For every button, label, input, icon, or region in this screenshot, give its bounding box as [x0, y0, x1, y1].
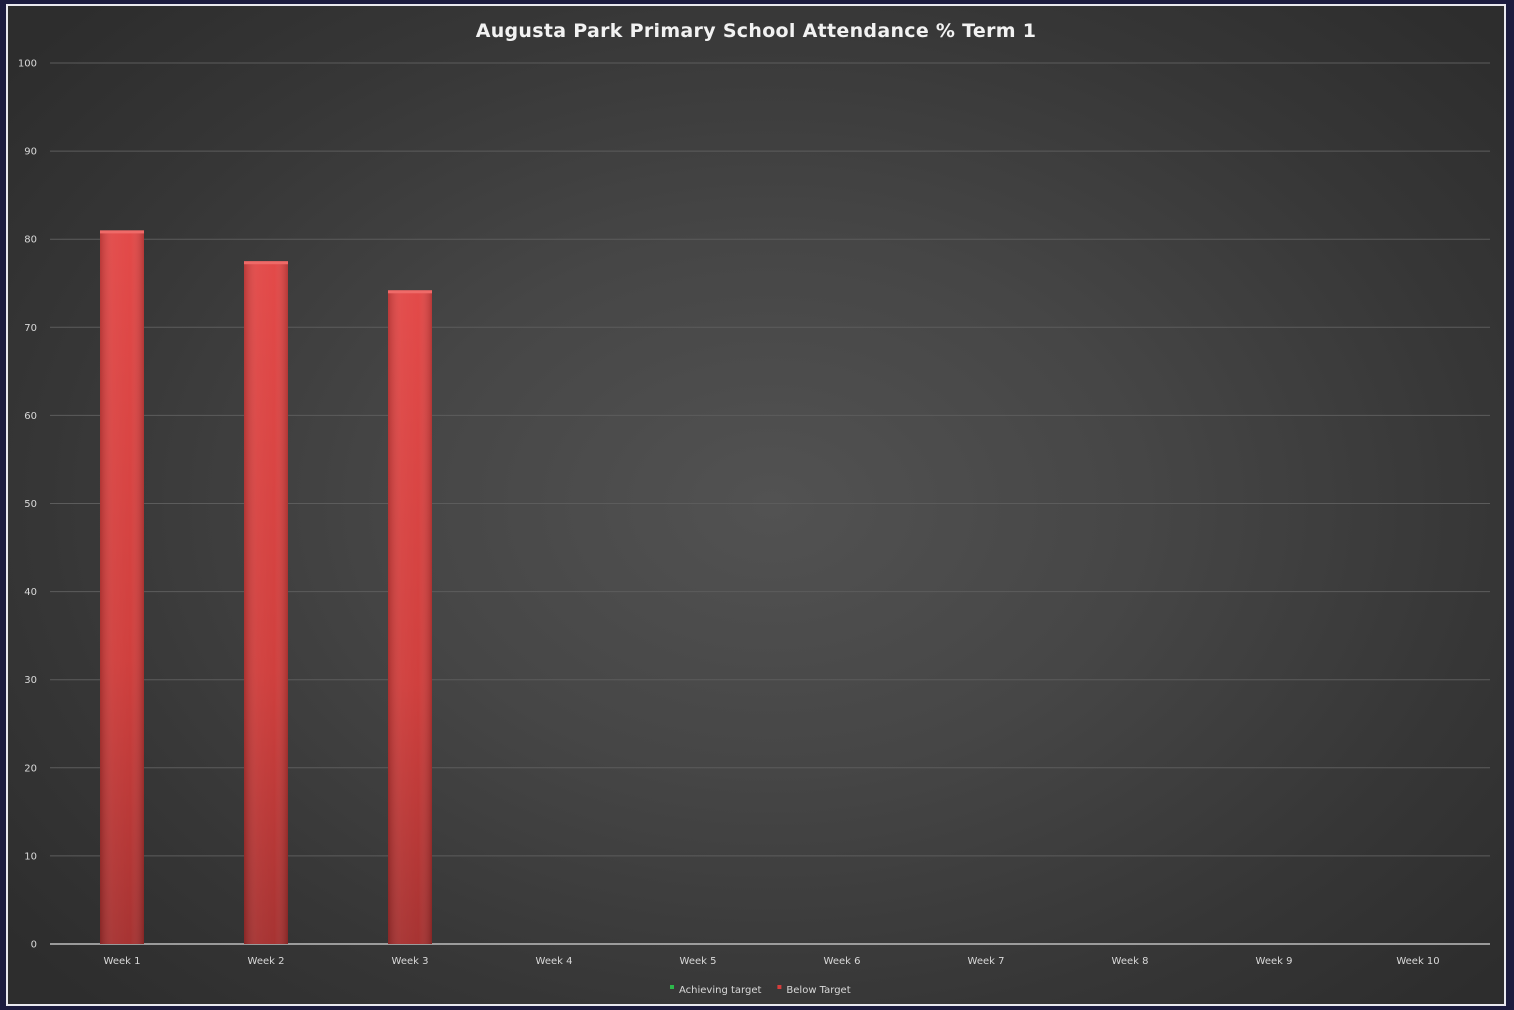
y-tick-label: 60 [24, 411, 37, 422]
bars [100, 230, 432, 945]
y-tick-label: 40 [24, 587, 37, 598]
x-tick-label: Week 8 [1112, 956, 1149, 967]
legend-item: Achieving target [670, 985, 761, 996]
legend-label: Achieving target [679, 985, 761, 996]
x-tick-label: Week 6 [824, 956, 861, 967]
bar-top-highlight [388, 290, 432, 294]
legend-swatch [777, 985, 782, 989]
x-axis-labels: Week 1 Week 2 Week 3 Week 4 Week 5 Week 6 Week… [104, 956, 1440, 967]
legend-swatch [670, 985, 674, 989]
x-tick-label: Week 7 [968, 956, 1005, 967]
bar [244, 261, 288, 945]
chart-title: Augusta Park Primary School Attendance %… [475, 20, 1037, 42]
gridlines [50, 62, 1490, 945]
bar [388, 290, 432, 945]
bar-top-highlight [100, 230, 144, 234]
bar-top-highlight [244, 261, 288, 265]
y-tick-label: 10 [24, 851, 37, 862]
y-tick-label: 30 [24, 675, 37, 686]
legend: Achieving target Below Target [670, 985, 851, 996]
legend-item: Below Target [777, 985, 851, 996]
y-tick-label: 0 [31, 940, 37, 951]
y-tick-label: 80 [24, 235, 37, 246]
x-tick-label: Week 3 [392, 956, 429, 967]
y-tick-label: 90 [24, 147, 37, 158]
x-tick-label: Week 10 [1396, 956, 1439, 967]
y-tick-label: 20 [24, 763, 37, 774]
bar-sheen [388, 290, 432, 945]
bar-sheen [244, 261, 288, 945]
x-tick-label: Week 1 [104, 956, 141, 967]
bar [100, 230, 144, 944]
x-tick-label: Week 5 [680, 956, 717, 967]
y-axis-ticks: 0 10 20 30 40 50 60 70 80 90 100 [18, 59, 37, 951]
chart-frame: Augusta Park Primary School Attendance %… [6, 4, 1506, 1006]
y-tick-label: 70 [24, 323, 37, 334]
legend-label: Below Target [786, 985, 850, 996]
y-tick-label: 50 [24, 499, 37, 510]
bar-sheen [100, 230, 144, 944]
x-tick-label: Week 9 [1256, 956, 1293, 967]
x-tick-label: Week 4 [536, 956, 573, 967]
x-tick-label: Week 2 [248, 956, 285, 967]
y-tick-label: 100 [18, 59, 37, 70]
